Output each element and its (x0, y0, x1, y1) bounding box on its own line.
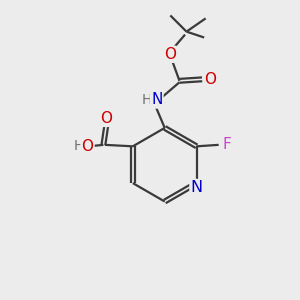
Text: N: N (190, 180, 203, 195)
Text: O: O (164, 47, 176, 62)
Text: H: H (74, 139, 84, 153)
Text: O: O (100, 111, 112, 126)
Text: O: O (204, 72, 216, 87)
Text: O: O (82, 139, 94, 154)
Text: F: F (223, 137, 231, 152)
Text: H: H (142, 93, 152, 107)
Text: N: N (151, 92, 163, 107)
